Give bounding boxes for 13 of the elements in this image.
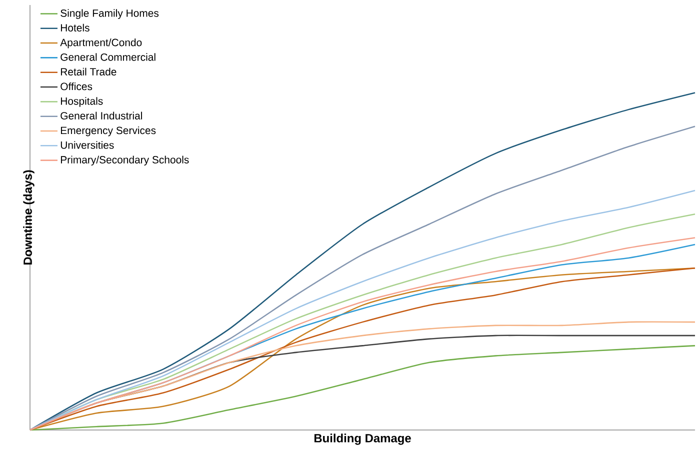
legend-label: Hospitals <box>60 97 103 107</box>
legend-label: Primary/Secondary Schools <box>60 156 189 166</box>
legend-label: General Industrial <box>60 112 142 120</box>
legend-label: General Commercial <box>60 53 156 61</box>
x-axis-title: Building Damage <box>314 434 411 445</box>
legend-label: Emergency Services <box>60 126 156 136</box>
legend-label: Single Family Homes <box>60 9 159 19</box>
legend-label: Hotels <box>60 24 90 32</box>
legend-label: Retail Trade <box>60 68 116 76</box>
legend-label: Universities <box>60 141 114 149</box>
legend-label: Offices <box>60 82 92 90</box>
legend-label: Apartment/Condo <box>60 38 142 48</box>
y-axis-title: Downtime (days) <box>23 170 34 265</box>
